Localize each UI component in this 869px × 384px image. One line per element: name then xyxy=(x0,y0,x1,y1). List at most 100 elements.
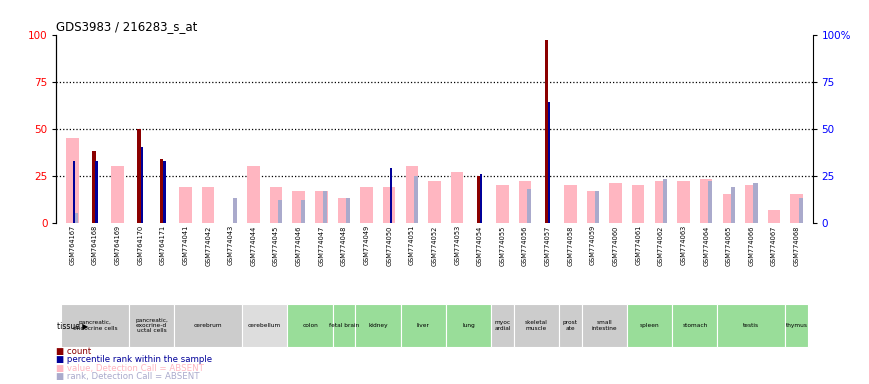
Bar xyxy=(247,166,260,223)
Text: GSM774051: GSM774051 xyxy=(408,225,415,265)
Text: GSM774066: GSM774066 xyxy=(748,225,754,265)
Bar xyxy=(753,183,758,223)
Text: GSM774059: GSM774059 xyxy=(590,225,596,265)
Bar xyxy=(242,304,288,347)
Bar xyxy=(632,185,645,223)
Text: cerebrum: cerebrum xyxy=(194,323,222,328)
Bar xyxy=(491,304,514,347)
Bar xyxy=(722,195,735,223)
Bar xyxy=(581,304,627,347)
Text: GSM774053: GSM774053 xyxy=(454,225,461,265)
Bar xyxy=(66,138,78,223)
Bar xyxy=(708,181,713,223)
Text: GSM774065: GSM774065 xyxy=(726,225,732,265)
Bar xyxy=(545,40,548,223)
Bar xyxy=(564,185,576,223)
Bar xyxy=(389,168,392,223)
Bar xyxy=(61,304,129,347)
Bar xyxy=(160,159,163,223)
Text: kidney: kidney xyxy=(368,323,388,328)
Text: GSM774063: GSM774063 xyxy=(680,225,687,265)
Text: GSM764170: GSM764170 xyxy=(137,225,143,265)
Bar xyxy=(96,161,97,223)
Text: colon: colon xyxy=(302,323,318,328)
Bar xyxy=(786,304,808,347)
Bar xyxy=(129,304,174,347)
Text: prost
ate: prost ate xyxy=(563,320,578,331)
Text: GSM774049: GSM774049 xyxy=(363,225,369,265)
Text: GSM774067: GSM774067 xyxy=(771,225,777,265)
Text: ■ percentile rank within the sample: ■ percentile rank within the sample xyxy=(56,355,213,364)
Text: GSM764171: GSM764171 xyxy=(160,225,166,265)
Bar xyxy=(383,187,395,223)
Bar xyxy=(731,187,735,223)
Text: stomach: stomach xyxy=(682,323,707,328)
Text: GSM774060: GSM774060 xyxy=(613,225,619,265)
Bar xyxy=(496,185,508,223)
Bar xyxy=(338,198,350,223)
Bar xyxy=(301,200,305,223)
Bar xyxy=(75,214,78,223)
Bar xyxy=(559,304,581,347)
Bar xyxy=(401,304,446,347)
Bar xyxy=(799,198,803,223)
Text: ■ rank, Detection Call = ABSENT: ■ rank, Detection Call = ABSENT xyxy=(56,372,200,381)
Text: GSM774050: GSM774050 xyxy=(386,225,392,265)
Bar xyxy=(677,181,690,223)
Text: GSM774064: GSM774064 xyxy=(703,225,709,265)
Bar xyxy=(141,147,143,223)
Bar xyxy=(346,198,350,223)
Text: spleen: spleen xyxy=(640,323,660,328)
Bar xyxy=(477,176,481,223)
Bar xyxy=(718,304,786,347)
Text: ■ count: ■ count xyxy=(56,347,92,356)
Bar xyxy=(293,191,305,223)
Bar xyxy=(315,191,328,223)
Text: thymus: thymus xyxy=(786,323,807,328)
Text: GSM774046: GSM774046 xyxy=(295,225,302,265)
Bar xyxy=(323,191,328,223)
Text: GSM774057: GSM774057 xyxy=(545,225,551,265)
Bar xyxy=(519,181,531,223)
Bar xyxy=(406,166,418,223)
Bar xyxy=(361,187,373,223)
Text: GSM774061: GSM774061 xyxy=(635,225,641,265)
Text: GSM774041: GSM774041 xyxy=(182,225,189,265)
Bar xyxy=(270,187,282,223)
Text: cerebellum: cerebellum xyxy=(249,323,282,328)
Text: GSM774058: GSM774058 xyxy=(567,225,574,265)
Bar xyxy=(654,181,667,223)
Bar xyxy=(233,198,237,223)
Bar xyxy=(514,304,559,347)
Bar xyxy=(587,191,599,223)
Text: GSM774062: GSM774062 xyxy=(658,225,664,265)
Bar xyxy=(333,304,355,347)
Bar xyxy=(111,166,123,223)
Text: ■ value, Detection Call = ABSENT: ■ value, Detection Call = ABSENT xyxy=(56,364,204,373)
Bar xyxy=(768,210,780,223)
Bar xyxy=(446,304,491,347)
Bar xyxy=(73,161,75,223)
Text: liver: liver xyxy=(417,323,429,328)
Bar xyxy=(595,191,599,223)
Text: fetal brain: fetal brain xyxy=(328,323,359,328)
Text: pancreatic,
exocrine-d
uctal cells: pancreatic, exocrine-d uctal cells xyxy=(135,318,168,333)
Text: GSM774055: GSM774055 xyxy=(500,225,506,265)
Bar xyxy=(663,179,667,223)
Text: pancreatic,
endocrine cells: pancreatic, endocrine cells xyxy=(73,320,117,331)
Bar xyxy=(414,176,418,223)
Text: GSM774043: GSM774043 xyxy=(228,225,234,265)
Bar xyxy=(278,200,282,223)
Bar xyxy=(481,174,482,223)
Bar xyxy=(355,304,401,347)
Bar xyxy=(700,179,713,223)
Bar xyxy=(746,185,758,223)
Text: tissue ▶: tissue ▶ xyxy=(57,321,88,330)
Bar xyxy=(609,183,622,223)
Bar xyxy=(163,161,166,223)
Bar xyxy=(548,102,550,223)
Text: GSM774052: GSM774052 xyxy=(432,225,437,265)
Text: testis: testis xyxy=(743,323,760,328)
Bar xyxy=(527,189,531,223)
Text: GSM774045: GSM774045 xyxy=(273,225,279,265)
